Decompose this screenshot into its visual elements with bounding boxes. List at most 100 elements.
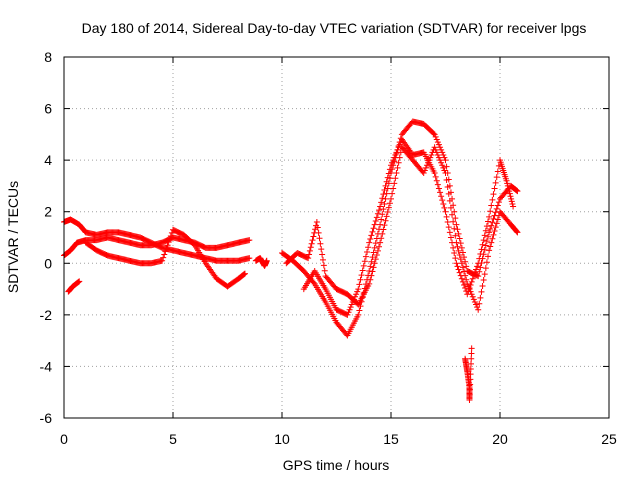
data-point-marker <box>459 278 466 285</box>
data-point-marker <box>487 243 494 250</box>
data-point-marker <box>431 170 438 177</box>
data-point-marker <box>372 217 379 224</box>
data-point-marker <box>390 185 397 192</box>
data-point-marker <box>483 259 490 266</box>
data-point-marker <box>159 257 166 264</box>
data-point-marker <box>452 232 459 239</box>
x-tick-label: 10 <box>274 431 290 447</box>
data-point-marker <box>470 272 477 279</box>
data-point-marker <box>447 234 454 241</box>
data-point-marker <box>492 209 499 216</box>
y-tick-label: -2 <box>40 307 53 323</box>
data-point-marker <box>318 246 325 253</box>
data-point-marker <box>486 229 493 236</box>
data-point-marker <box>383 190 390 197</box>
data-point-marker <box>389 190 396 197</box>
data-point-marker <box>483 223 490 230</box>
data-point-marker <box>482 242 489 249</box>
data-point-marker <box>458 244 465 251</box>
data-point-marker <box>467 376 474 383</box>
data-point-marker <box>475 306 482 313</box>
data-point-marker <box>367 263 374 270</box>
plot-frame <box>63 56 610 419</box>
data-point-marker <box>477 294 484 301</box>
data-point-marker <box>457 272 464 279</box>
data-point-marker <box>437 157 444 164</box>
data-point-marker <box>514 188 521 195</box>
y-tick-label: -6 <box>40 410 53 426</box>
data-point-marker <box>379 230 386 237</box>
data-point-marker <box>441 167 448 174</box>
data-point-marker <box>395 159 402 166</box>
data-point-marker <box>503 177 510 184</box>
data-point-marker <box>468 355 475 362</box>
data-point-marker <box>241 271 248 278</box>
data-point-marker <box>457 240 464 247</box>
data-point-marker <box>305 255 312 262</box>
data-point-marker <box>453 260 460 267</box>
data-point-marker <box>466 391 473 398</box>
data-point-marker <box>464 280 471 287</box>
data-point-marker <box>369 268 376 275</box>
data-point-marker <box>377 203 384 210</box>
data-point-marker <box>466 285 473 292</box>
data-point-marker <box>439 162 446 169</box>
data-point-marker <box>495 199 502 206</box>
series-track-h <box>300 136 517 318</box>
data-point-marker <box>367 236 374 243</box>
data-point-marker <box>504 182 511 189</box>
data-point-marker <box>508 195 515 202</box>
data-point-marker <box>380 191 387 198</box>
grid <box>64 57 609 418</box>
data-point-marker <box>376 243 383 250</box>
data-point-marker <box>362 253 369 260</box>
data-point-marker <box>373 214 380 221</box>
data-point-marker <box>490 215 497 222</box>
data-point-marker <box>354 288 361 295</box>
data-point-marker <box>378 216 385 223</box>
data-point-marker <box>392 151 399 158</box>
data-point-marker <box>432 146 439 153</box>
data-point-marker <box>427 154 434 161</box>
data-point-marker <box>486 247 493 254</box>
data-point-marker <box>431 144 438 151</box>
data-point-marker <box>391 154 398 161</box>
data-point-marker <box>352 293 359 300</box>
data-point-marker <box>365 244 372 251</box>
data-point-marker <box>396 141 403 148</box>
data-point-marker <box>317 240 324 247</box>
data-point-marker <box>456 269 463 276</box>
data-point-marker <box>452 215 459 222</box>
data-point-marker <box>394 146 401 153</box>
data-point-marker <box>386 166 393 173</box>
series-track-c <box>82 226 248 290</box>
data-point-marker <box>494 202 501 209</box>
data-point-marker <box>360 262 367 269</box>
data-point-marker <box>376 207 383 214</box>
data-point-marker <box>374 210 381 217</box>
data-point-marker <box>449 211 456 218</box>
data-point-marker <box>478 288 485 295</box>
data-point-marker <box>480 237 487 244</box>
data-point-marker <box>355 286 362 293</box>
data-point-marker <box>368 232 375 239</box>
data-point-marker <box>382 195 389 202</box>
data-point-marker <box>478 246 485 253</box>
data-point-marker <box>445 190 452 197</box>
data-point-marker <box>432 173 439 180</box>
data-point-marker <box>308 240 315 247</box>
data-point-marker <box>347 304 354 311</box>
data-point-marker <box>439 149 446 156</box>
data-point-marker <box>379 195 386 202</box>
data-point-marker <box>451 208 458 215</box>
data-point-marker <box>479 241 486 248</box>
data-point-marker <box>381 200 388 207</box>
data-point-marker <box>437 189 444 196</box>
data-point-marker <box>368 258 375 265</box>
data-point-marker <box>480 277 487 284</box>
data-point-marker <box>438 193 445 200</box>
data-point-marker <box>391 180 398 187</box>
data-point-marker <box>506 188 513 195</box>
data-point-marker <box>481 246 488 253</box>
